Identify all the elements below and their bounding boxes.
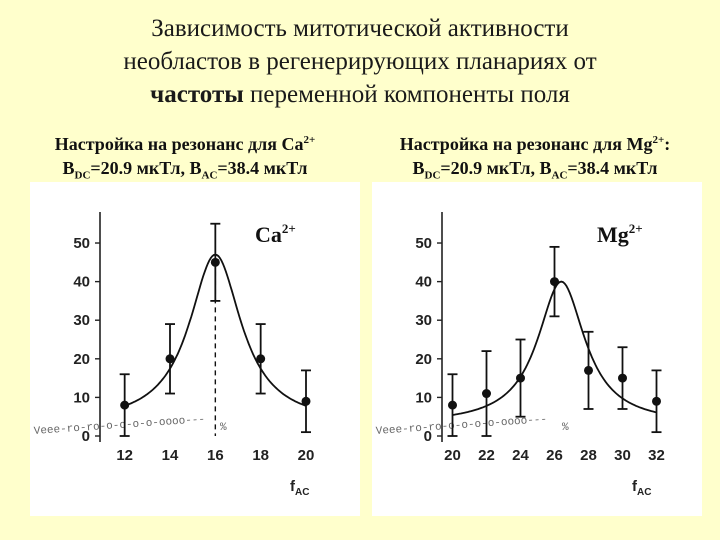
y-tick-label: 20 xyxy=(73,351,90,368)
caption-ca: Настройка на резонанс для Ca2+ BDC=20.9 … xyxy=(20,128,350,188)
title-line-1: Зависимость митотической активности xyxy=(151,15,569,42)
caption-mg-prefix: Настройка на резонанс для Mg xyxy=(399,134,653,154)
y-tick-label: 30 xyxy=(415,312,432,329)
caption-mg: Настройка на резонанс для Mg2+: BDC=20.9… xyxy=(370,128,700,188)
caption-ca-b: B xyxy=(62,158,75,178)
data-point xyxy=(256,354,266,364)
caption-ca-ion-sup: 2+ xyxy=(303,134,316,146)
caption-ca-line-1: Настройка на резонанс для Ca2+ xyxy=(20,128,350,156)
caption-mg-line-2: BDC=20.9 мкТл, BAC=38.4 мкТл xyxy=(370,156,700,188)
caption-mg-line-1: Настройка на резонанс для Mg2+: xyxy=(370,128,700,156)
x-tick-label: 32 xyxy=(648,447,665,464)
data-point xyxy=(516,373,525,383)
x-axis-label: fAC xyxy=(632,478,651,498)
caption-mg-b: B xyxy=(412,158,425,178)
caption-mg-ac-val: =38.4 мкТл xyxy=(567,158,658,178)
x-tick-label: 30 xyxy=(614,447,631,464)
baseline-noise-end: % xyxy=(220,422,227,434)
y-tick-label: 20 xyxy=(415,351,432,368)
baseline-noise-text: Vееe-rо-rо-о-о-о-о-оооо--- xyxy=(33,414,205,438)
caption-ca-prefix: Настройка на резонанс для Ca xyxy=(54,134,304,154)
title-bold-word: частоты xyxy=(150,81,244,108)
x-axis-label-sub: AC xyxy=(295,487,309,498)
caption-ca-ac-sub: AC xyxy=(201,169,218,182)
caption-mg-dc-sub: DC xyxy=(424,169,441,182)
y-tick-label: 40 xyxy=(73,274,90,291)
ion-label-sup: 2+ xyxy=(282,221,296,236)
ion-label-sup: 2+ xyxy=(629,221,643,236)
data-point xyxy=(301,396,311,406)
x-tick-label: 16 xyxy=(207,447,224,464)
y-tick-label: 0 xyxy=(424,428,432,445)
caption-mg-ac-sub: AC xyxy=(551,169,568,182)
chart-ca: 0 10 20 30 40 50 Vееe-rо-rо-о-о-о-о-оооо--- % 12… xyxy=(33,212,315,498)
data-point xyxy=(448,400,457,410)
x-tick-label: 12 xyxy=(116,447,133,464)
x-tick-label: 18 xyxy=(252,447,269,464)
x-tick-label: 20 xyxy=(298,447,315,464)
caption-mg-dc-val: =20.9 мкТл, B xyxy=(440,158,552,178)
y-tick-label: 50 xyxy=(415,235,432,252)
x-tick-label: 22 xyxy=(478,447,495,464)
x-tick-label: 24 xyxy=(512,447,529,464)
x-tick-label: 14 xyxy=(162,447,179,464)
y-tick-label: 10 xyxy=(73,389,90,406)
y-tick-label: 50 xyxy=(73,235,90,252)
caption-mg-ion-sup: 2+ xyxy=(652,134,665,146)
y-tick-label: 30 xyxy=(73,312,90,329)
x-axis-label-sub: AC xyxy=(637,487,651,498)
chart-panel-mg: 0 10 20 30 40 50 Vееe-rо-rо-о-о-о-о-оооо---% 20… xyxy=(372,182,702,516)
y-tick-label: 40 xyxy=(415,274,432,291)
chart-panel-ca: 0 10 20 30 40 50 Vееe-rо-rо-о-о-о-о-оооо---% 12… xyxy=(30,182,360,516)
x-tick-label: 26 xyxy=(546,447,563,464)
data-point xyxy=(120,400,130,410)
data-point xyxy=(482,389,491,399)
x-axis-label: fAC xyxy=(290,478,309,498)
x-tick-label: 20 xyxy=(444,447,461,464)
chart-mg: 0 10 20 30 40 50 Vееe-rо-rо-о-о-о-о-оооо--- % 20… xyxy=(375,212,665,498)
title-line-3-rest: переменной компоненты поля xyxy=(243,81,570,108)
caption-mg-suffix: : xyxy=(664,134,671,154)
data-point xyxy=(618,373,627,383)
data-point xyxy=(652,396,661,406)
ion-label: Mg2+ xyxy=(597,221,643,247)
page-title: Зависимость митотической активности необ… xyxy=(0,12,720,111)
ion-label: Ca2+ xyxy=(255,221,296,247)
y-tick-label: 0 xyxy=(82,428,90,445)
baseline-noise-text: Vееe-rо-rо-о-о-о-о-оооо--- xyxy=(375,414,547,438)
caption-ca-ac-val: =38.4 мкТл xyxy=(217,158,308,178)
y-tick-label: 10 xyxy=(415,389,432,406)
data-point xyxy=(584,365,593,375)
data-point xyxy=(165,354,175,364)
data-point xyxy=(550,277,559,287)
caption-ca-dc-sub: DC xyxy=(74,169,91,182)
title-line-3: частоты переменной компоненты поля xyxy=(0,78,720,111)
x-tick-label: 28 xyxy=(580,447,597,464)
data-point xyxy=(210,257,220,267)
title-line-2: необластов в регенерирующих планариях от xyxy=(123,48,597,75)
caption-ca-dc-val: =20.9 мкТл, B xyxy=(90,158,202,178)
caption-ca-line-2: BDC=20.9 мкТл, BAC=38.4 мкТл xyxy=(20,156,350,188)
baseline-noise-end: % xyxy=(562,422,569,434)
